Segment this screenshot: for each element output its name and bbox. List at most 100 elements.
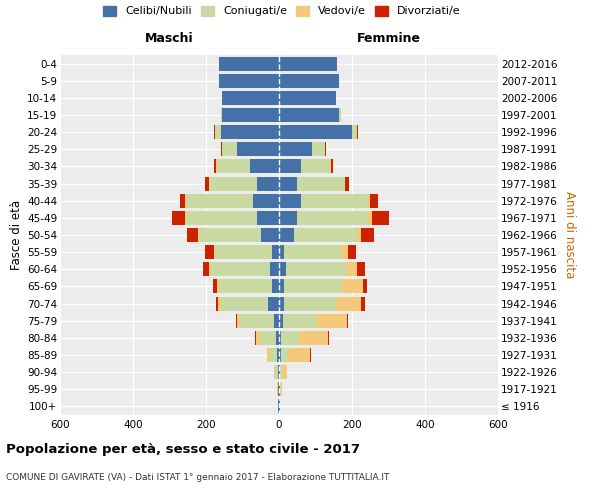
Bar: [368, 211, 372, 225]
Y-axis label: Anni di nascita: Anni di nascita: [563, 192, 576, 278]
Bar: [268, 296, 279, 310]
Bar: [209, 176, 257, 190]
Bar: [293, 228, 358, 242]
Bar: [203, 262, 209, 276]
Bar: [278, 382, 279, 396]
Bar: [215, 245, 272, 259]
Bar: [347, 262, 358, 276]
Bar: [270, 262, 279, 276]
Bar: [214, 245, 215, 259]
Bar: [239, 314, 274, 328]
Bar: [186, 211, 257, 225]
Bar: [288, 348, 310, 362]
Bar: [219, 280, 272, 293]
Bar: [358, 228, 361, 242]
Bar: [279, 176, 297, 190]
Bar: [279, 400, 280, 413]
Bar: [257, 176, 279, 190]
Bar: [279, 280, 284, 293]
Bar: [221, 108, 223, 122]
Bar: [279, 125, 352, 139]
Bar: [330, 160, 331, 173]
Bar: [279, 365, 280, 379]
Bar: [335, 296, 361, 310]
Bar: [221, 142, 223, 156]
Bar: [253, 194, 279, 207]
Bar: [301, 194, 368, 207]
Bar: [325, 142, 326, 156]
Bar: [279, 160, 301, 173]
Bar: [205, 176, 209, 190]
Bar: [368, 194, 370, 207]
Bar: [185, 194, 186, 207]
Bar: [223, 91, 279, 105]
Bar: [185, 211, 186, 225]
Bar: [317, 314, 347, 328]
Bar: [341, 280, 363, 293]
Bar: [278, 365, 279, 379]
Bar: [310, 348, 311, 362]
Bar: [260, 331, 276, 345]
Bar: [279, 382, 280, 396]
Bar: [274, 314, 279, 328]
Bar: [214, 125, 215, 139]
Bar: [278, 400, 279, 413]
Bar: [205, 245, 214, 259]
Bar: [279, 245, 284, 259]
Bar: [216, 296, 218, 310]
Bar: [279, 91, 335, 105]
Text: Popolazione per età, sesso e stato civile - 2017: Popolazione per età, sesso e stato civil…: [6, 442, 360, 456]
Bar: [280, 382, 282, 396]
Bar: [361, 296, 365, 310]
Bar: [257, 211, 279, 225]
Text: Maschi: Maschi: [145, 32, 194, 44]
Bar: [217, 280, 219, 293]
Bar: [279, 262, 286, 276]
Bar: [172, 211, 185, 225]
Bar: [283, 314, 317, 328]
Text: Femmine: Femmine: [356, 32, 421, 44]
Bar: [372, 211, 389, 225]
Bar: [272, 280, 279, 293]
Bar: [219, 56, 279, 70]
Bar: [344, 176, 346, 190]
Bar: [274, 365, 275, 379]
Bar: [255, 331, 256, 345]
Bar: [277, 348, 279, 362]
Bar: [284, 280, 341, 293]
Bar: [215, 125, 221, 139]
Bar: [250, 160, 279, 173]
Bar: [282, 365, 287, 379]
Bar: [352, 125, 358, 139]
Bar: [180, 194, 185, 207]
Bar: [256, 331, 260, 345]
Bar: [277, 382, 278, 396]
Bar: [284, 296, 335, 310]
Bar: [281, 331, 299, 345]
Bar: [281, 348, 288, 362]
Text: COMUNE DI GAVIRATE (VA) - Dati ISTAT 1° gennaio 2017 - Elaborazione TUTTITALIA.I: COMUNE DI GAVIRATE (VA) - Dati ISTAT 1° …: [6, 472, 389, 482]
Bar: [237, 314, 239, 328]
Bar: [279, 228, 293, 242]
Bar: [219, 74, 279, 88]
Bar: [280, 365, 282, 379]
Bar: [209, 262, 270, 276]
Bar: [237, 142, 279, 156]
Bar: [347, 314, 349, 328]
Bar: [279, 194, 301, 207]
Bar: [199, 228, 261, 242]
Bar: [339, 108, 341, 122]
Bar: [286, 262, 347, 276]
Bar: [272, 245, 279, 259]
Bar: [279, 211, 297, 225]
Bar: [267, 348, 270, 362]
Bar: [301, 160, 330, 173]
Bar: [279, 331, 281, 345]
Bar: [216, 160, 217, 173]
Legend: Celibi/Nubili, Coniugati/e, Vedovi/e, Divorziati/e: Celibi/Nubili, Coniugati/e, Vedovi/e, Di…: [103, 6, 461, 16]
Bar: [276, 331, 279, 345]
Bar: [187, 228, 198, 242]
Bar: [214, 160, 216, 173]
Y-axis label: Fasce di età: Fasce di età: [10, 200, 23, 270]
Bar: [312, 142, 325, 156]
